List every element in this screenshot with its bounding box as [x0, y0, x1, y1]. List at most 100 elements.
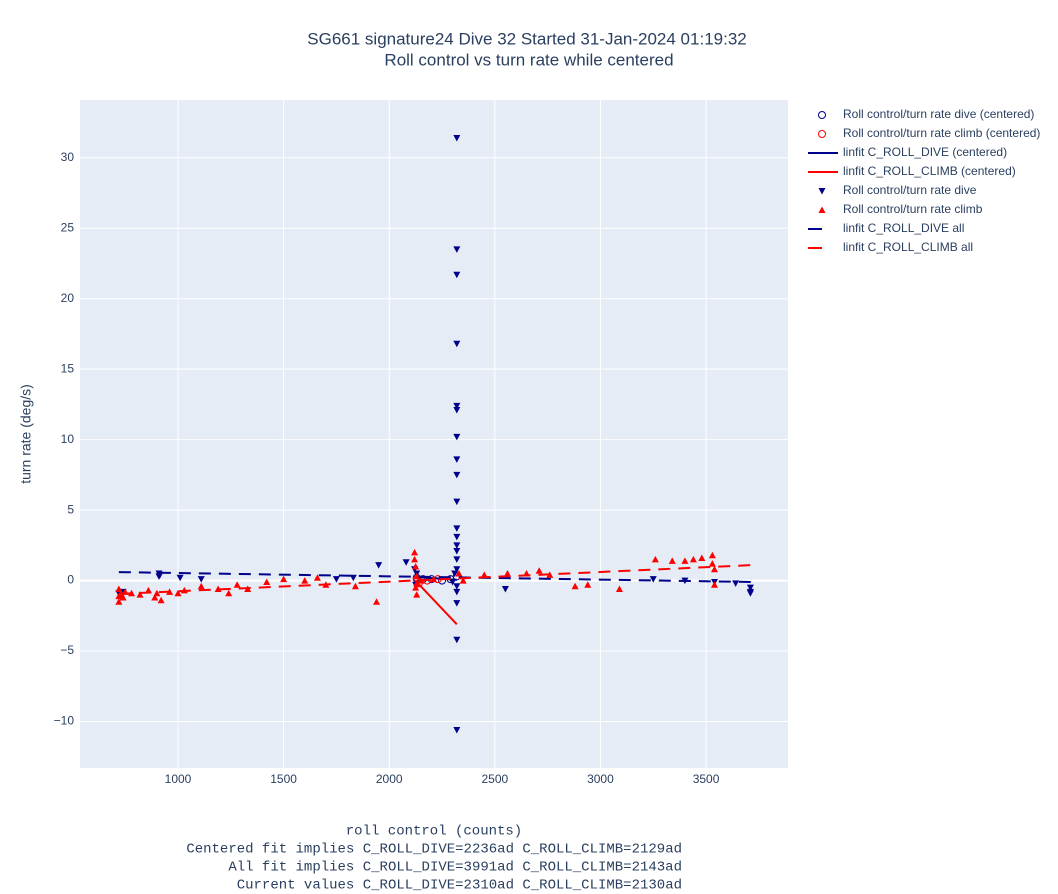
marker [413, 572, 421, 580]
marker [615, 585, 623, 593]
marker [453, 636, 461, 644]
marker [115, 585, 123, 593]
marker [453, 471, 461, 479]
x-tick-label: 2000 [376, 772, 403, 786]
legend-label: Roll control/turn rate dive (centered) [843, 107, 1034, 121]
marker [501, 586, 509, 593]
marker [453, 402, 461, 410]
fit-line [415, 581, 458, 625]
marker [535, 567, 543, 574]
marker [746, 590, 754, 597]
marker [698, 554, 706, 562]
marker [451, 570, 459, 578]
marker [313, 574, 321, 581]
y-tick-label: 25 [61, 220, 75, 234]
marker [453, 533, 461, 541]
marker [504, 570, 512, 577]
marker [430, 575, 438, 583]
marker [459, 577, 467, 584]
marker [197, 582, 205, 590]
y-axis-title: turn rate (deg/s) [18, 384, 34, 484]
x-tick-label: 2500 [481, 772, 508, 786]
marker [651, 555, 659, 563]
annotation: Current values C_ROLL_DIVE=2310ad C_ROLL… [237, 878, 682, 894]
y-tick-label: 5 [67, 502, 74, 516]
marker [453, 456, 461, 463]
y-tick-label: 20 [61, 291, 75, 305]
chart-title: SG661 signature24 Dive 32 Started 31-Jan… [307, 29, 746, 48]
marker [412, 584, 420, 591]
annotation: Centered fit implies C_ROLL_DIVE=2236ad … [186, 842, 682, 858]
y-tick-label: 10 [61, 432, 75, 446]
plot-area [80, 100, 788, 768]
marker [649, 576, 657, 583]
marker [455, 570, 463, 577]
legend-label: Roll control/turn rate dive [843, 183, 977, 197]
marker [115, 598, 123, 605]
marker [453, 542, 461, 549]
marker [413, 579, 421, 587]
marker [233, 581, 241, 588]
marker [571, 582, 579, 590]
marker [157, 596, 165, 604]
marker [411, 548, 419, 556]
marker [174, 589, 182, 597]
x-tick-label: 1000 [165, 772, 192, 786]
x-tick-label: 3500 [693, 772, 720, 786]
marker [453, 566, 461, 573]
marker [746, 584, 754, 592]
marker [128, 589, 136, 597]
marker [453, 726, 461, 734]
x-tick-label: 3000 [587, 772, 614, 786]
marker [263, 578, 271, 585]
marker [351, 582, 359, 590]
annotation: All fit implies C_ROLL_DIVE=3991ad C_ROL… [228, 860, 682, 876]
marker [668, 557, 676, 564]
marker [375, 562, 383, 569]
marker [681, 557, 689, 564]
y-tick-label: 30 [61, 150, 75, 164]
legend-label: Roll control/turn rate climb [843, 202, 983, 216]
marker [153, 589, 161, 597]
fit-line [118, 571, 753, 583]
marker [411, 555, 419, 563]
marker [373, 598, 381, 605]
marker [449, 578, 457, 586]
marker [280, 575, 288, 583]
marker [453, 135, 461, 142]
marker [689, 555, 697, 563]
legend-symbol [818, 130, 826, 138]
legend-label: linfit C_ROLL_DIVE (centered) [843, 145, 1007, 159]
legend-symbol [818, 206, 826, 213]
marker [710, 581, 718, 588]
marker [453, 600, 461, 607]
marker [176, 574, 184, 582]
y-tick-label: −5 [60, 643, 74, 657]
marker [453, 407, 461, 414]
marker [710, 565, 718, 573]
marker [453, 547, 461, 555]
marker [453, 271, 461, 279]
y-tick-label: 0 [67, 573, 74, 587]
marker [453, 556, 461, 563]
marker [413, 591, 421, 598]
marker [119, 593, 127, 601]
marker [151, 593, 159, 601]
legend-label: linfit C_ROLL_DIVE all [843, 221, 964, 235]
marker [584, 581, 592, 588]
marker [225, 589, 233, 597]
marker [197, 576, 205, 583]
marker [214, 585, 222, 593]
fit-line [118, 564, 753, 595]
marker [412, 562, 420, 570]
x-axis-title: roll control (counts) [346, 824, 522, 840]
chart-subtitle: Roll control vs turn rate while centered [384, 50, 673, 69]
y-tick-label: 15 [61, 361, 75, 375]
marker [453, 588, 461, 596]
marker [453, 498, 461, 506]
marker [453, 246, 461, 253]
legend-label: linfit C_ROLL_CLIMB all [843, 240, 973, 254]
x-tick-label: 1500 [270, 772, 297, 786]
marker [453, 525, 461, 532]
